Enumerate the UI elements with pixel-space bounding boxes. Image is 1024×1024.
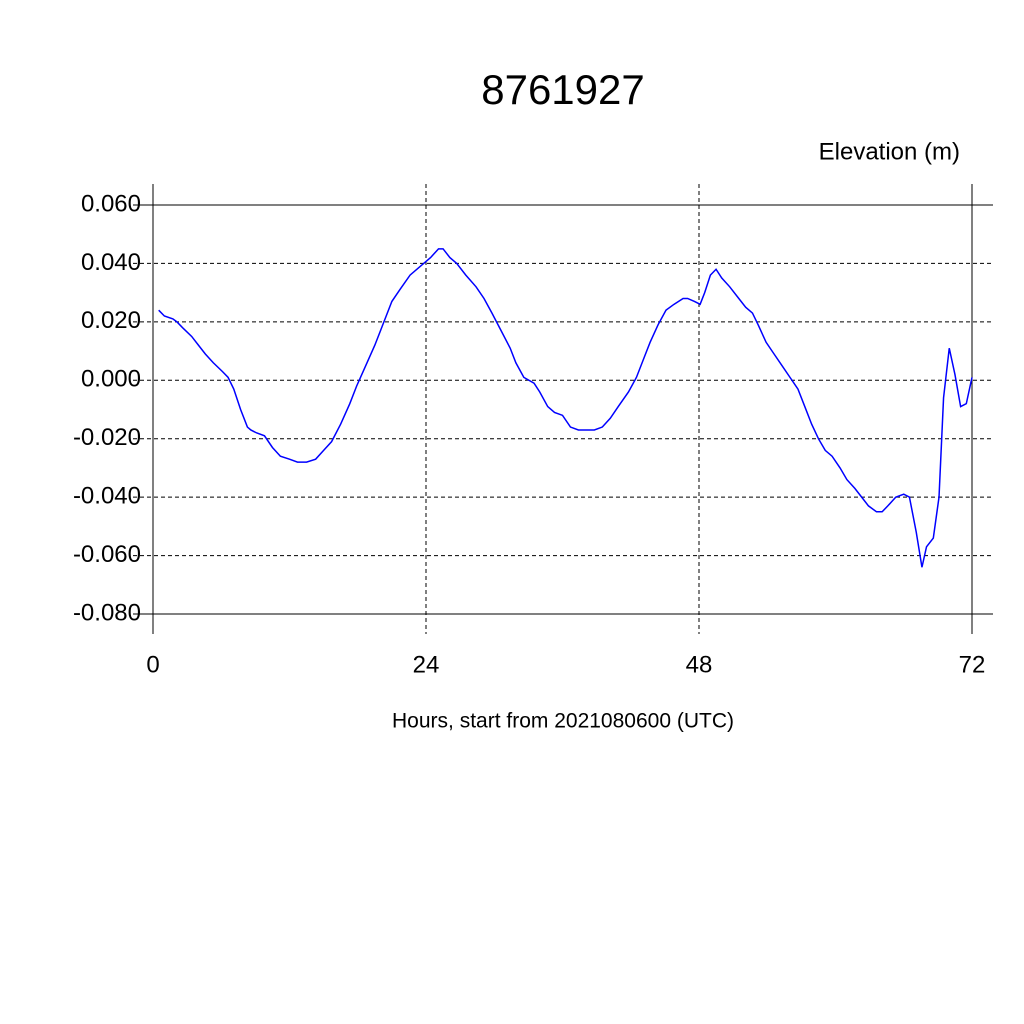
x-tick-label: 48 [686, 651, 713, 678]
y-tick-label: 0.040 [81, 249, 141, 276]
x-tick-label: 0 [146, 651, 159, 678]
x-axis-label: Hours, start from 2021080600 (UTC) [392, 710, 734, 733]
chart-title: 8761927 [481, 66, 645, 113]
y-axis-label: Elevation (m) [819, 138, 960, 165]
x-tick-label: 24 [413, 651, 440, 678]
x-tick-label: 72 [959, 651, 986, 678]
y-tick-label: 0.060 [81, 190, 141, 217]
y-tick-label: 0.000 [81, 366, 141, 393]
y-tick-label: -0.020 [73, 424, 141, 451]
y-tick-label: 0.020 [81, 307, 141, 334]
y-tick-label: -0.060 [73, 541, 141, 568]
data-line [158, 248, 973, 568]
y-tick-label: -0.040 [73, 482, 141, 509]
y-tick-label: -0.080 [73, 599, 141, 626]
